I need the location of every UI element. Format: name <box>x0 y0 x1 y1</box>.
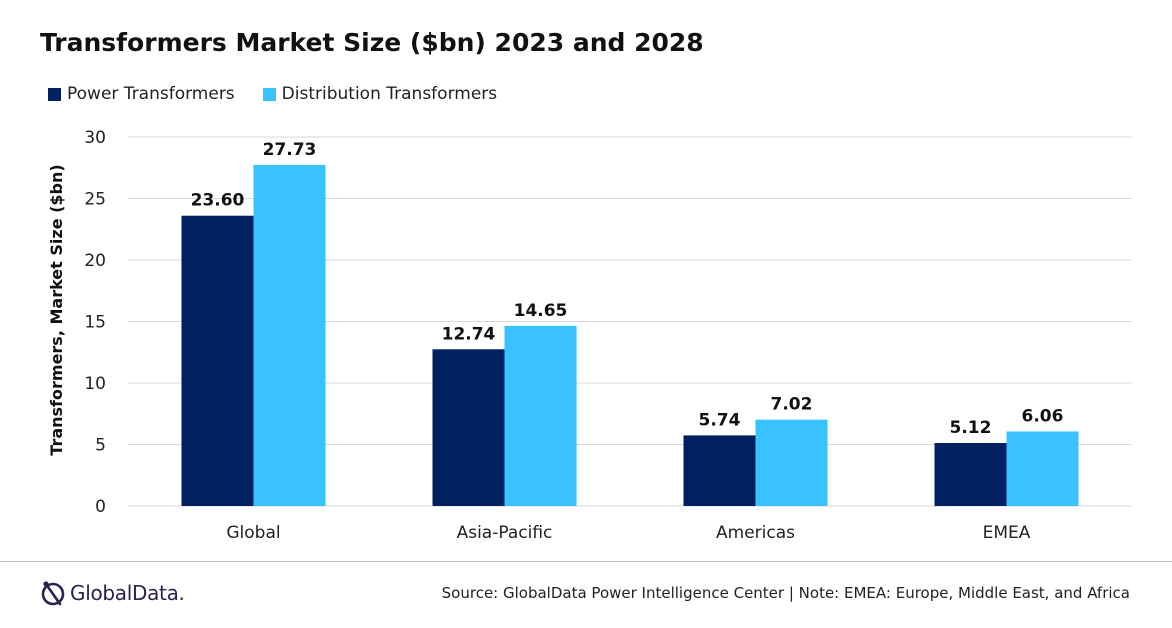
data-label: 5.74 <box>699 410 741 430</box>
y-tick-label: 30 <box>84 128 106 148</box>
bar-global-distribution <box>253 164 326 506</box>
x-tick-label: Asia-Pacific <box>457 523 553 543</box>
data-label: 14.65 <box>514 301 568 321</box>
bar-asia-pacific-power <box>432 349 505 506</box>
bar-emea-distribution <box>1006 431 1079 506</box>
y-tick-label: 5 <box>95 436 106 456</box>
bars <box>181 164 1079 506</box>
legend-swatch-power <box>48 87 61 101</box>
bar-americas-distribution <box>755 419 828 506</box>
bar-americas-power <box>683 435 756 506</box>
data-label: 23.60 <box>191 191 245 211</box>
y-tick-label: 25 <box>84 190 106 210</box>
footer-divider <box>0 561 1172 562</box>
x-tick-label: EMEA <box>983 523 1031 543</box>
source-note: Source: GlobalData Power Intelligence Ce… <box>441 584 1130 602</box>
y-tick-label: 10 <box>84 374 106 394</box>
globaldata-logo: GlobalData. <box>40 579 185 607</box>
data-label: 5.12 <box>950 418 992 438</box>
x-tick-label: Global <box>226 523 280 543</box>
x-tick-label: Americas <box>716 523 795 543</box>
x-axis-ticks: Global Asia-Pacific Americas EMEA <box>226 523 1030 543</box>
y-axis-ticks: 0 5 10 15 20 25 30 <box>84 128 106 517</box>
globaldata-logo-text: GlobalData. <box>70 581 185 605</box>
data-label: 27.73 <box>263 140 317 160</box>
data-label: 12.74 <box>442 324 496 344</box>
legend-swatch-distribution <box>262 87 276 101</box>
y-tick-label: 0 <box>95 497 106 517</box>
y-axis-label: Transformers, Market Size ($bn) <box>47 164 66 455</box>
bar-chart: 0 5 10 15 20 25 30 Transformers, Market Size (… <box>47 128 1132 543</box>
globaldata-logo-icon <box>41 581 65 606</box>
bar-asia-pacific-distribution <box>504 325 577 506</box>
y-tick-label: 15 <box>84 313 106 333</box>
bar-global-power <box>181 215 254 506</box>
data-labels: 23.60 27.73 12.74 14.65 5.74 7.02 5.12 6.06 <box>191 140 1064 438</box>
legend-item-distribution: Distribution Transformers <box>262 84 498 104</box>
data-label: 7.02 <box>771 395 813 415</box>
legend-label-power: Power Transformers <box>67 84 235 104</box>
legend-label-distribution: Distribution Transformers <box>281 84 498 104</box>
data-label: 6.06 <box>1022 406 1064 426</box>
legend: Power Transformers Distribution Transfor… <box>48 84 525 104</box>
legend-item-power: Power Transformers <box>48 84 235 104</box>
bar-emea-power <box>934 443 1007 506</box>
chart-title: Transformers Market Size ($bn) 2023 and … <box>40 28 704 57</box>
y-tick-label: 20 <box>84 251 106 271</box>
